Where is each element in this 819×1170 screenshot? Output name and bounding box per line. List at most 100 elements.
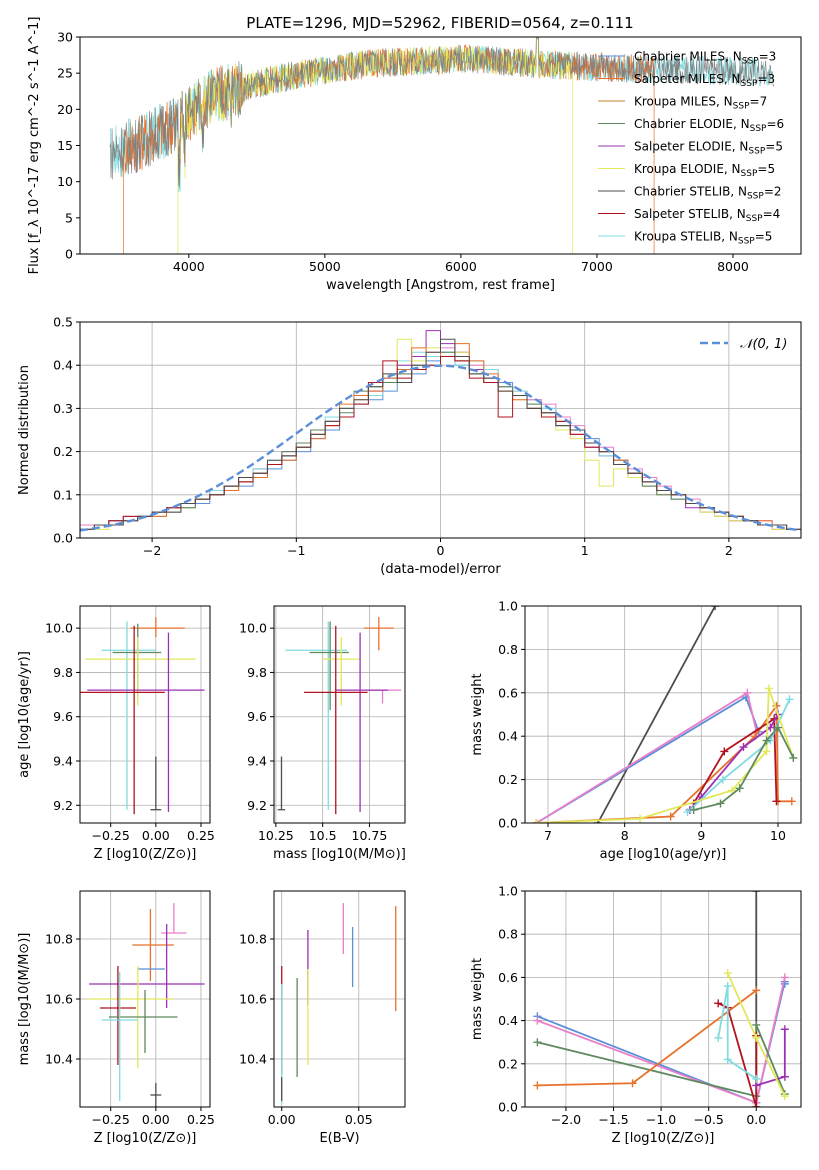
spectrum-axes: 4000 5000 6000 7000 8000 0 5 10 15 20 25 30 waveleng…	[27, 17, 802, 293]
legend-label: Kroupa ELODIE, NSSP=5	[634, 162, 775, 179]
weight-point-marker	[752, 1103, 761, 1107]
x-tick-label: −2.0	[551, 1112, 581, 1127]
residuals-axes: −2 −1 0 1 2 0.0 0.1 0.2 0.3 0.4 0.5 (data-model)/er…	[17, 315, 802, 577]
weight-series-line	[692, 717, 778, 804]
weight-point-marker	[533, 1081, 542, 1090]
y-tick-label: 0.4	[498, 1013, 518, 1028]
weight-series-line	[717, 1002, 758, 1107]
x-tick-label: 5000	[309, 259, 341, 274]
y-tick-label: 10	[57, 174, 73, 189]
y-tick-label: 10.6	[45, 992, 73, 1007]
y-tick-label: 0.3	[53, 401, 73, 416]
y-tick-label: 0.6	[498, 685, 518, 700]
x-tick-label: 10.25	[258, 828, 294, 843]
weight-point-marker	[723, 982, 732, 991]
legend-label-text: Salpeter ELODIE, N	[634, 140, 748, 154]
x-tick-label: 0.25	[187, 1112, 215, 1127]
legend-label-tail: =2	[764, 185, 782, 199]
mass_vs_Z-axes: −0.25 0.00 0.25 10.4 10.6 10.8 Z [log10(Z/Z⊙)]…	[17, 890, 215, 1146]
weight-series-line	[536, 688, 795, 823]
weight-point-marker	[787, 797, 796, 806]
weight-series-line	[717, 985, 757, 1080]
y-tick-label: 20	[57, 102, 73, 117]
error-bar-point	[150, 756, 162, 811]
error-bar-point	[130, 617, 185, 637]
legend-label: Chabrier ELODIE, NSSP=6	[634, 117, 784, 134]
figure-title: PLATE=1296, MJD=52962, FIBERID=0564, z=0…	[246, 14, 633, 32]
y-axis-label: mass [log10(M/M⊙)]	[17, 933, 32, 1066]
legend-label: Chabrier MILES, NSSP=3	[634, 50, 776, 67]
y-tick-label: 0.8	[498, 642, 518, 657]
weight-point-marker	[718, 775, 727, 784]
age_vs_Z-axes: −0.25 0.00 0.25 9.2 9.4 9.6 9.8 10.0 Z [log10(Z/…	[17, 605, 215, 862]
axes-frame	[79, 605, 211, 824]
error-bar-point	[335, 632, 389, 812]
error-bar-point	[322, 637, 361, 706]
weight-series-line	[597, 606, 716, 823]
legend-label-sub: SSP	[741, 169, 758, 179]
legend-label: Salpeter STELIB, NSSP=4	[634, 207, 780, 224]
error-bar-point	[87, 632, 205, 812]
spectrum-plot-area	[109, 37, 775, 254]
error-bar-point	[101, 621, 156, 810]
x-tick-label: 0.00	[142, 828, 170, 843]
y-tick-label: 5	[65, 210, 73, 225]
weight-point-marker	[772, 797, 781, 806]
histogram-series	[80, 338, 801, 530]
legend-label-sub: SSP	[733, 102, 750, 112]
mass_vs_ebv-plot-area	[281, 903, 397, 1104]
x-axis-label: wavelength [Angstrom, rest frame]	[326, 278, 555, 293]
weight-point-marker	[720, 747, 729, 756]
x-tick-label: 0.0	[746, 1112, 766, 1127]
legend-label-tail: =4	[763, 207, 781, 221]
x-tick-label: 0.25	[187, 828, 215, 843]
x-axis-label: Z [log10(Z/Z⊙)]	[94, 847, 197, 862]
x-tick-label: 8	[621, 828, 629, 843]
weight-point-marker	[780, 973, 789, 982]
legend-label-sub: SSP	[750, 124, 767, 134]
error-bar-point	[132, 909, 174, 981]
axes-frame	[524, 605, 802, 824]
y-tick-label: 0.0	[498, 816, 518, 831]
y-tick-label: 10.0	[239, 621, 267, 636]
age_vs_mass-axes: 10.25 10.5 10.75 9.2 9.4 9.6 9.8 10.0 mass [log1…	[239, 605, 406, 862]
x-tick-label: 9	[697, 828, 705, 843]
x-tick-label: 0.00	[268, 1112, 296, 1127]
legend-label-sub: SSP	[738, 237, 755, 247]
weight-point-marker	[752, 1020, 761, 1029]
x-tick-label: −1.0	[646, 1112, 676, 1127]
y-tick-label: 10.8	[45, 932, 73, 947]
legend-label-tail: =7	[750, 95, 768, 109]
age_vs_mass-plot-area	[277, 617, 402, 815]
y-tick-label: 10.8	[239, 932, 267, 947]
x-tick-label: 0	[437, 543, 445, 558]
legend: 𝒩(0, 1)	[700, 337, 787, 352]
x-tick-label: 10.5	[309, 828, 337, 843]
axes-frame	[273, 605, 406, 824]
weight-point-marker	[683, 808, 692, 817]
x-tick-label: 0.05	[345, 1112, 373, 1127]
y-tick-label: 9.4	[53, 754, 73, 769]
error-bar-point	[150, 1083, 162, 1107]
weight-point-marker	[752, 1074, 761, 1083]
y-tick-label: 1.0	[498, 599, 518, 614]
y-tick-label: 10.4	[45, 1052, 73, 1067]
y-tick-label: 10.4	[239, 1052, 267, 1067]
y-tick-label: 0	[65, 247, 73, 262]
legend-label-text: Kroupa MILES, N	[634, 95, 733, 109]
weight-point-marker	[628, 1079, 637, 1088]
legend-label-tail: =5	[757, 162, 775, 176]
x-tick-label: −0.5	[694, 1112, 724, 1127]
y-axis-label: age [log10(age/yr)]	[17, 651, 32, 778]
y-tick-label: 0.6	[498, 970, 518, 985]
legend-label-tail: =6	[766, 117, 784, 131]
legend-label-text: Salpeter STELIB, N	[634, 207, 746, 221]
error-bar-point	[309, 621, 349, 711]
legend-label-text: Salpeter MILES, N	[634, 72, 741, 86]
y-tick-label: 0.0	[498, 1100, 518, 1115]
weight-series-line	[536, 695, 760, 823]
weight_vs_Z-axes: −2.0 −1.5 −1.0 −0.5 0.0 0.0 0.2 0.4 0.6 0.8 1.0 Z […	[470, 884, 802, 1146]
legend-label: Salpeter MILES, NSSP=3	[634, 72, 775, 89]
y-tick-label: 9.2	[247, 798, 267, 813]
weight-point-marker	[752, 1033, 761, 1042]
